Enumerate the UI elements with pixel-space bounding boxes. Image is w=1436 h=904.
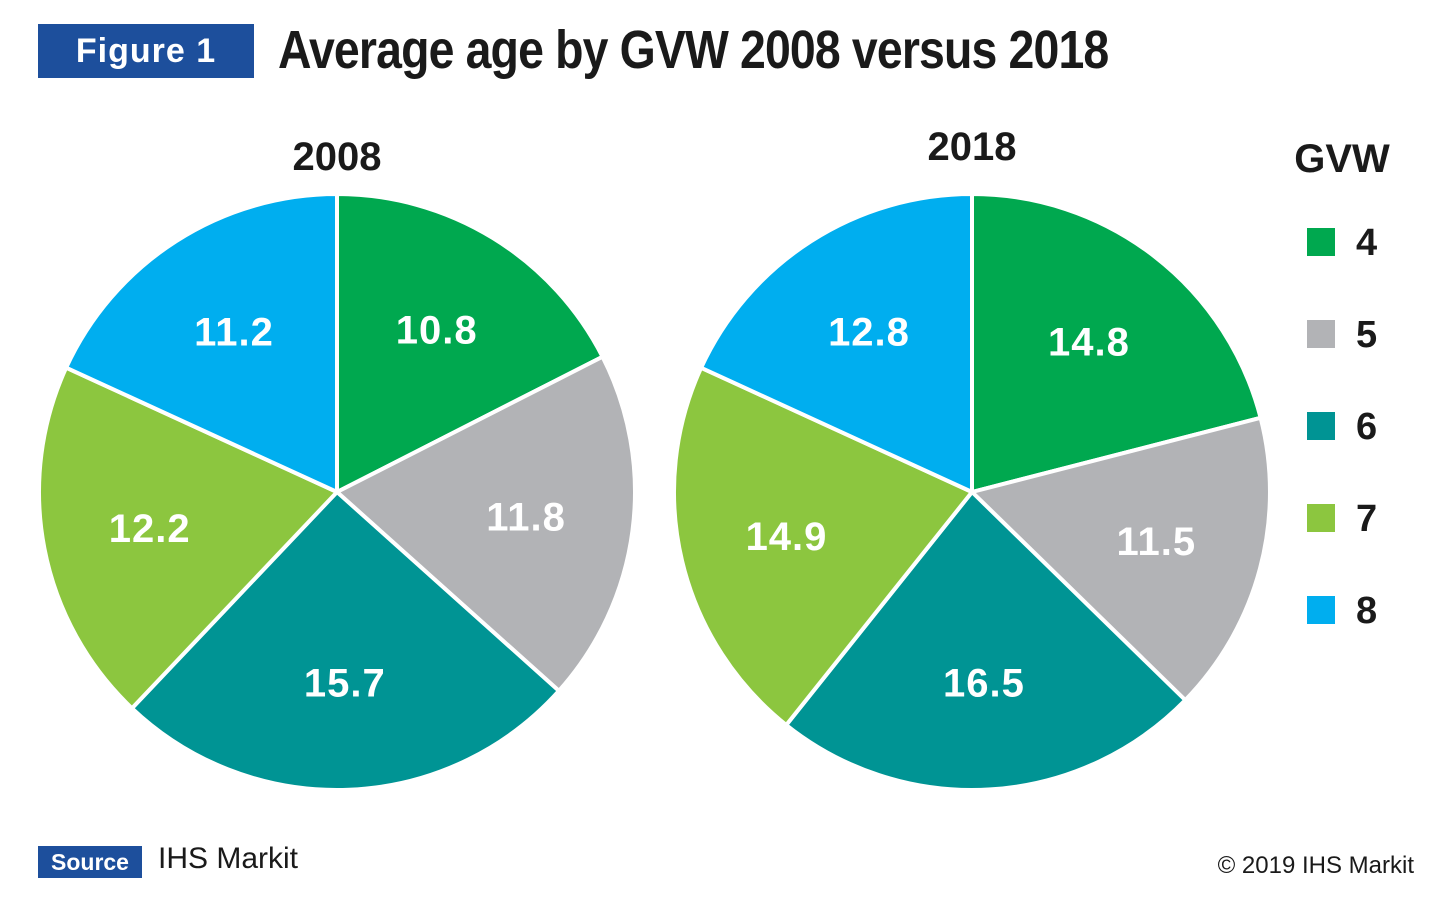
data-label: 12.2: [109, 507, 191, 551]
pie-slice-gvw-8: [64, 192, 339, 494]
pie-2008: 2008 10.8 11.8 15.7 12.2 11.2: [37, 135, 637, 792]
pie-slice-gvw-5: [970, 415, 1272, 703]
pie-title-2008: 2008: [293, 135, 382, 179]
source-text: IHS Markit: [158, 842, 299, 875]
data-label: 10.8: [396, 308, 478, 352]
pie-slice-gvw-6: [129, 490, 561, 792]
pie-slice-gvw-5: [335, 354, 637, 693]
pie-slice-gvw-4: [335, 192, 605, 494]
legend-swatch-gvw-7: [1307, 504, 1335, 532]
pie-2018: 2018 14.8 11.5 16.5 14.9 12.8: [672, 125, 1272, 792]
legend: GVW 4 5 6 7 8: [1294, 137, 1390, 632]
legend-label: 8: [1356, 590, 1377, 632]
pie-slice-gvw-4: [970, 192, 1263, 494]
data-label: 15.7: [304, 662, 386, 706]
copyright: © 2019 IHS Markit: [1217, 852, 1414, 879]
pie-slice-gvw-7: [672, 365, 974, 728]
legend-label: 4: [1356, 222, 1377, 264]
legend-label: 6: [1356, 406, 1377, 448]
legend-swatch-gvw-8: [1307, 596, 1335, 624]
source-label: Source: [38, 846, 142, 878]
pie-slice-gvw-8: [699, 192, 974, 494]
legend-swatch-gvw-6: [1307, 412, 1335, 440]
data-label: 11.2: [194, 311, 274, 355]
chart-title: Average age by GVW 2008 versus 2018: [278, 20, 1109, 80]
pie-slice-gvw-7: [37, 365, 339, 711]
pie-slice-gvw-6: [784, 490, 1188, 792]
data-label: 12.8: [828, 311, 910, 355]
pie-title-2018: 2018: [928, 125, 1017, 169]
data-label: 14.8: [1048, 320, 1130, 364]
legend-label: 5: [1356, 314, 1377, 356]
data-label: 11.8: [486, 496, 566, 540]
figure-label: Figure 1: [38, 24, 254, 78]
legend-swatch-gvw-4: [1307, 228, 1335, 256]
data-label: 14.9: [746, 515, 828, 559]
legend-swatch-gvw-5: [1307, 320, 1335, 348]
legend-title: GVW: [1294, 137, 1390, 181]
data-label: 11.5: [1116, 520, 1196, 564]
data-label: 16.5: [943, 661, 1025, 705]
legend-label: 7: [1356, 498, 1377, 540]
